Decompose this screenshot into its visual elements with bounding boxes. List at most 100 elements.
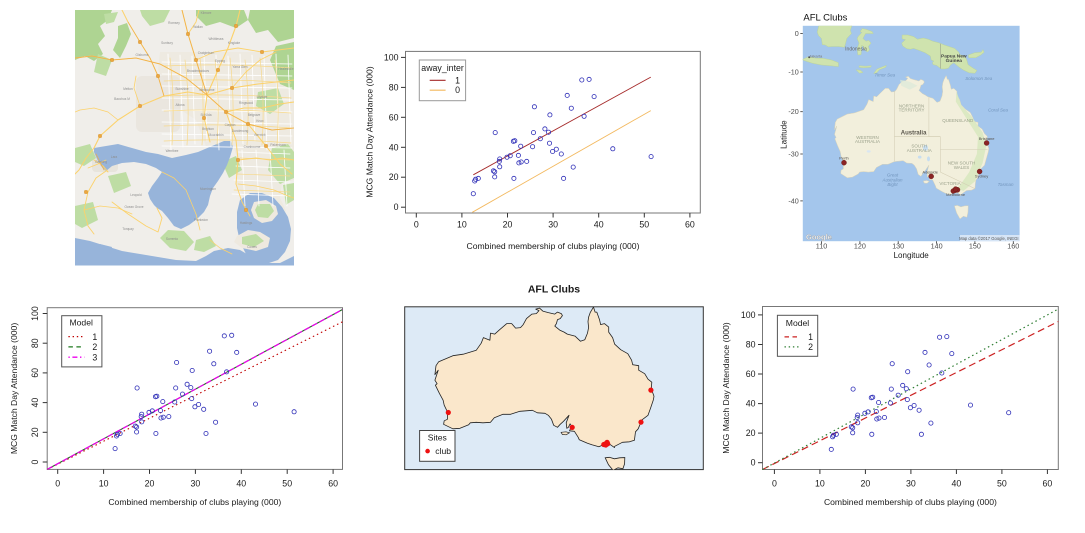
svg-text:Sorrento: Sorrento (166, 237, 178, 241)
svg-text:Map data ©2017 Google, INEGI: Map data ©2017 Google, INEGI (959, 236, 1018, 241)
svg-text:Belgrave: Belgrave (248, 113, 261, 117)
svg-text:110: 110 (816, 242, 827, 251)
svg-text:160: 160 (1007, 242, 1019, 251)
svg-text:0: 0 (30, 459, 40, 464)
svg-text:Perth: Perth (839, 156, 849, 161)
svg-text:Sunshine: Sunshine (175, 87, 189, 91)
svg-text:60: 60 (685, 220, 695, 230)
svg-text:20: 20 (746, 428, 756, 438)
svg-text:Longitude: Longitude (894, 251, 930, 260)
svg-text:80: 80 (389, 82, 399, 92)
svg-text:NORTHERN: NORTHERN (899, 104, 924, 109)
svg-text:80: 80 (746, 340, 756, 350)
svg-text:AUSTRALIA: AUSTRALIA (907, 148, 932, 153)
svg-text:St Kilda: St Kilda (201, 113, 212, 117)
svg-text:Great: Great (887, 173, 899, 178)
svg-text:Cowes: Cowes (247, 245, 257, 249)
svg-text:away_inter: away_inter (421, 63, 464, 73)
svg-text:VICTORIA: VICTORIA (939, 181, 960, 186)
svg-text:Yarra Glen: Yarra Glen (232, 65, 247, 69)
svg-text:-20: -20 (788, 107, 798, 116)
svg-text:1: 1 (455, 75, 460, 85)
svg-text:Melton: Melton (123, 87, 133, 91)
svg-text:1: 1 (808, 332, 813, 342)
svg-text:0: 0 (751, 458, 756, 468)
svg-text:AFL Clubs: AFL Clubs (528, 284, 580, 296)
svg-text:Brisbane: Brisbane (979, 136, 996, 141)
svg-text:Dandenong: Dandenong (232, 129, 249, 133)
svg-text:20: 20 (861, 479, 871, 489)
svg-text:0: 0 (55, 478, 60, 488)
svg-text:Knox: Knox (256, 119, 264, 123)
svg-text:50: 50 (639, 220, 649, 230)
svg-text:Tasman: Tasman (998, 182, 1014, 187)
svg-text:Lilydale: Lilydale (257, 95, 268, 99)
svg-text:40: 40 (236, 478, 246, 488)
svg-text:20: 20 (389, 172, 399, 182)
svg-text:Torquay: Torquay (122, 227, 134, 231)
svg-text:club: club (435, 446, 451, 456)
svg-text:MCG Match Day Attendance (000): MCG Match Day Attendance (000) (721, 322, 731, 453)
svg-text:Sites: Sites (428, 432, 447, 442)
svg-text:0: 0 (455, 85, 460, 95)
svg-text:-10: -10 (788, 68, 798, 77)
svg-text:Google: Google (806, 233, 832, 242)
svg-text:30: 30 (906, 479, 916, 489)
svg-text:2: 2 (92, 342, 97, 352)
svg-text:130: 130 (892, 242, 904, 251)
svg-text:20: 20 (145, 478, 155, 488)
svg-text:Whittlesea: Whittlesea (209, 37, 224, 41)
svg-text:AUSTRALIA: AUSTRALIA (855, 139, 880, 144)
svg-text:10: 10 (457, 220, 467, 230)
svg-text:20: 20 (30, 427, 40, 437)
svg-text:40: 40 (594, 220, 604, 230)
svg-text:Coral Sea: Coral Sea (988, 108, 1009, 113)
svg-text:Clayton: Clayton (225, 123, 236, 127)
svg-text:100: 100 (30, 306, 40, 321)
svg-text:Lara: Lara (111, 155, 118, 159)
svg-text:60: 60 (328, 478, 338, 488)
svg-text:60: 60 (30, 368, 40, 378)
svg-text:Broadmeadows: Broadmeadows (187, 69, 210, 73)
svg-text:40: 40 (389, 142, 399, 152)
svg-text:Latitude: Latitude (780, 120, 789, 149)
svg-text:60: 60 (389, 112, 399, 122)
svg-text:40: 40 (952, 479, 962, 489)
svg-text:Model: Model (786, 318, 809, 328)
svg-text:Pakenham: Pakenham (270, 143, 286, 147)
svg-text:MCG Match Day Attendance (000): MCG Match Day Attendance (000) (365, 66, 375, 197)
svg-text:140: 140 (931, 242, 943, 251)
svg-text:Berwick: Berwick (254, 133, 266, 137)
svg-text:Leopold: Leopold (130, 193, 142, 197)
svg-text:120: 120 (854, 242, 866, 251)
svg-text:Sydney: Sydney (975, 174, 988, 179)
svg-text:Solomon Sea: Solomon Sea (965, 76, 993, 81)
svg-text:TERRITORY: TERRITORY (899, 108, 925, 113)
svg-text:Adelaide: Adelaide (922, 169, 938, 174)
svg-text:100: 100 (384, 52, 399, 62)
svg-text:Melbourne: Melbourne (199, 88, 214, 92)
svg-text:Sunbury: Sunbury (161, 41, 173, 45)
svg-text:10: 10 (99, 478, 109, 488)
svg-text:Hastings: Hastings (240, 221, 253, 225)
svg-text:Moorabbin: Moorabbin (208, 133, 223, 137)
svg-text:Brighton: Brighton (202, 127, 214, 131)
svg-text:80: 80 (30, 338, 40, 348)
svg-text:Combined membership of clubs p: Combined membership of clubs playing (00… (108, 497, 281, 507)
svg-text:1: 1 (92, 332, 97, 342)
svg-text:Kilmore: Kilmore (201, 11, 212, 15)
svg-text:Epping: Epping (215, 59, 225, 63)
svg-text:60: 60 (1043, 479, 1053, 489)
svg-text:Model: Model (69, 318, 92, 328)
svg-text:40: 40 (746, 399, 756, 409)
svg-text:150: 150 (969, 242, 981, 251)
svg-text:Frankston: Frankston (194, 218, 208, 222)
svg-text:MCG Match Day Attendance (000): MCG Match Day Attendance (000) (9, 323, 19, 454)
svg-text:Geelong: Geelong (95, 160, 107, 164)
svg-text:0: 0 (414, 220, 419, 230)
svg-text:Melbourne: Melbourne (946, 192, 966, 197)
svg-text:Altona: Altona (175, 103, 184, 107)
svg-text:Ocean Grove: Ocean Grove (125, 205, 144, 209)
svg-text:Australia: Australia (901, 131, 927, 137)
svg-text:Jakarta: Jakarta (809, 53, 823, 58)
